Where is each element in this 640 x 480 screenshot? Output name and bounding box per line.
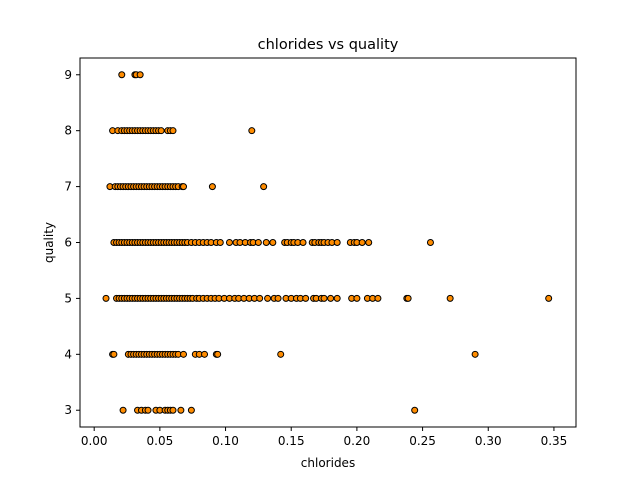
data-point bbox=[256, 294, 264, 302]
data-point bbox=[302, 294, 310, 302]
x-axis-label: chlorides bbox=[301, 456, 355, 470]
data-point bbox=[180, 183, 188, 191]
y-tick-label: 7 bbox=[64, 180, 72, 194]
data-point bbox=[118, 71, 126, 79]
data-point bbox=[320, 294, 328, 302]
data-point bbox=[169, 406, 177, 414]
data-point bbox=[404, 294, 412, 302]
data-point bbox=[144, 406, 152, 414]
data-point bbox=[426, 239, 434, 246]
data-point bbox=[269, 239, 277, 246]
x-tick-label: 0.35 bbox=[541, 434, 568, 448]
data-point bbox=[225, 239, 233, 246]
data-point bbox=[333, 239, 341, 246]
y-tick-label: 6 bbox=[64, 236, 72, 250]
data-point bbox=[358, 239, 366, 246]
data-point bbox=[136, 71, 144, 79]
data-point bbox=[411, 406, 419, 414]
data-point bbox=[187, 406, 195, 414]
data-point bbox=[471, 350, 479, 358]
data-point bbox=[208, 183, 216, 191]
data-point bbox=[327, 294, 335, 302]
data-point bbox=[169, 127, 177, 135]
x-tick-label: 0.15 bbox=[278, 434, 305, 448]
data-point bbox=[262, 239, 270, 246]
y-axis-ticks: 3 4 5 6 7 8 9 bbox=[64, 68, 80, 417]
data-point bbox=[201, 350, 209, 358]
data-point bbox=[299, 239, 307, 246]
y-tick-label: 8 bbox=[64, 124, 72, 138]
x-tick-label: 0.05 bbox=[147, 434, 174, 448]
data-point bbox=[333, 294, 341, 302]
data-point bbox=[374, 294, 382, 302]
x-tick-label: 0.00 bbox=[81, 434, 108, 448]
x-axis-ticks: 0.00 0.05 0.10 0.15 0.20 0.25 0.30 0.35 bbox=[81, 427, 567, 448]
y-tick-label: 9 bbox=[64, 68, 72, 82]
y-tick-label: 3 bbox=[64, 403, 72, 417]
data-point bbox=[264, 294, 272, 302]
x-tick-label: 0.10 bbox=[212, 434, 239, 448]
data-point bbox=[119, 406, 127, 414]
data-point bbox=[157, 127, 165, 135]
data-point bbox=[353, 294, 361, 302]
data-point bbox=[254, 239, 262, 246]
y-tick-label: 5 bbox=[64, 291, 72, 305]
data-point bbox=[177, 406, 185, 414]
y-tick-label: 4 bbox=[64, 347, 72, 361]
scatter-points bbox=[102, 71, 553, 414]
data-point bbox=[365, 239, 373, 246]
data-point bbox=[545, 294, 553, 302]
data-point bbox=[260, 183, 268, 191]
chart-title: chlorides vs quality bbox=[258, 37, 399, 53]
data-point bbox=[446, 294, 454, 302]
data-point bbox=[110, 350, 118, 358]
data-point bbox=[274, 294, 282, 302]
x-tick-label: 0.20 bbox=[344, 434, 371, 448]
data-point bbox=[216, 239, 224, 246]
data-point bbox=[214, 350, 222, 358]
data-point bbox=[248, 127, 256, 135]
x-tick-label: 0.25 bbox=[409, 434, 436, 448]
data-point bbox=[102, 294, 110, 302]
x-tick-label: 0.30 bbox=[475, 434, 502, 448]
y-axis-label: quality bbox=[42, 222, 56, 263]
data-point bbox=[180, 350, 188, 358]
data-point bbox=[277, 350, 285, 358]
